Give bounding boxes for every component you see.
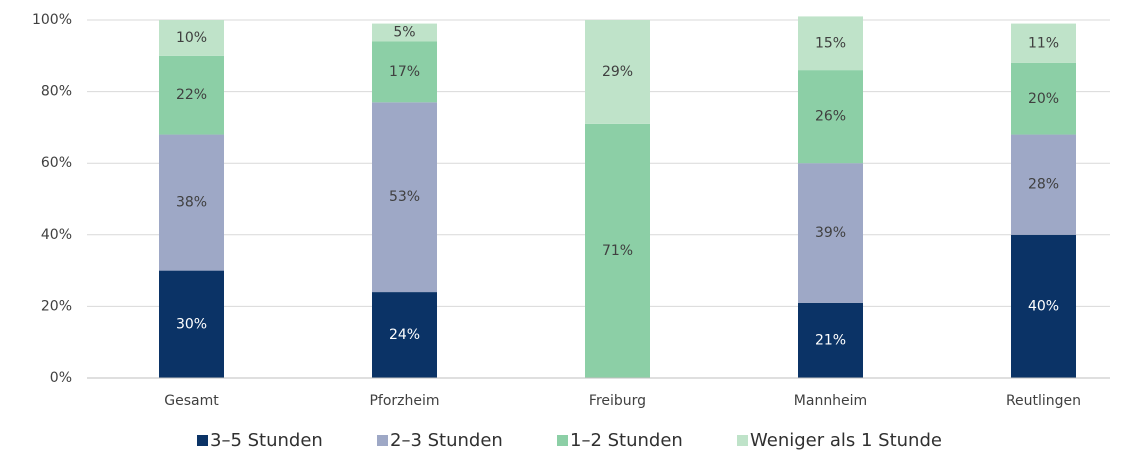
bar-segment <box>1011 23 1076 63</box>
data-label: 15% <box>815 35 846 51</box>
data-label: 71% <box>602 243 633 259</box>
data-label: 40% <box>1028 298 1059 314</box>
bar-segment <box>585 20 650 124</box>
bar-segment <box>372 292 437 378</box>
data-label: 11% <box>1028 35 1059 51</box>
x-tick-label: Gesamt <box>164 393 219 409</box>
bar-segment <box>372 23 437 42</box>
y-tick-label: 40% <box>41 227 72 243</box>
data-label: 17% <box>389 64 420 80</box>
data-label: 28% <box>1028 177 1059 193</box>
x-tick-label: Freiburg <box>589 393 646 409</box>
data-label: 22% <box>176 87 207 103</box>
bar-segment <box>1011 234 1076 378</box>
x-tick-label: Pforzheim <box>369 393 439 409</box>
data-label: 5% <box>393 25 415 41</box>
bar-segment <box>159 134 224 271</box>
x-tick-label: Reutlingen <box>1006 393 1081 409</box>
bar-segment <box>159 20 224 56</box>
legend-label: Weniger als 1 Stunde <box>750 430 942 451</box>
legend-swatch <box>377 435 388 446</box>
x-tick-label: Mannheim <box>794 393 867 409</box>
legend-swatch <box>737 435 748 446</box>
data-label: 39% <box>815 225 846 241</box>
data-label: 20% <box>1028 91 1059 107</box>
y-tick-label: 100% <box>32 12 72 28</box>
legend: 3–5 Stunden 2–3 Stunden 1–2 Stunden Weniger… <box>197 430 942 451</box>
bar-segment <box>585 123 650 378</box>
data-label: 29% <box>602 64 633 80</box>
legend-label: 2–3 Stunden <box>390 430 503 451</box>
data-label: 21% <box>815 332 846 348</box>
legend-swatch <box>197 435 208 446</box>
y-tick-label: 20% <box>41 298 72 314</box>
bar-segment <box>798 302 863 378</box>
y-tick-label: 0% <box>50 370 72 386</box>
data-label: 26% <box>815 109 846 125</box>
bar-segment <box>159 270 224 378</box>
data-label: 38% <box>176 195 207 211</box>
bar-segment <box>372 102 437 293</box>
bar-segment <box>372 41 437 103</box>
bar-segment <box>798 163 863 303</box>
legend-label: 1–2 Stunden <box>570 430 683 451</box>
bar-segment <box>1011 62 1076 135</box>
bar-segment <box>798 16 863 71</box>
data-label: 53% <box>389 189 420 205</box>
legend-label: 3–5 Stunden <box>210 430 323 451</box>
y-tick-label: 60% <box>41 155 72 171</box>
y-tick-label: 80% <box>41 84 72 100</box>
data-label: 24% <box>389 327 420 343</box>
bar-segment <box>798 70 863 164</box>
data-label: 10% <box>176 30 207 46</box>
bar-segment <box>1011 134 1076 235</box>
bar-segment <box>159 55 224 135</box>
legend-swatch <box>557 435 568 446</box>
data-label: 30% <box>176 316 207 332</box>
